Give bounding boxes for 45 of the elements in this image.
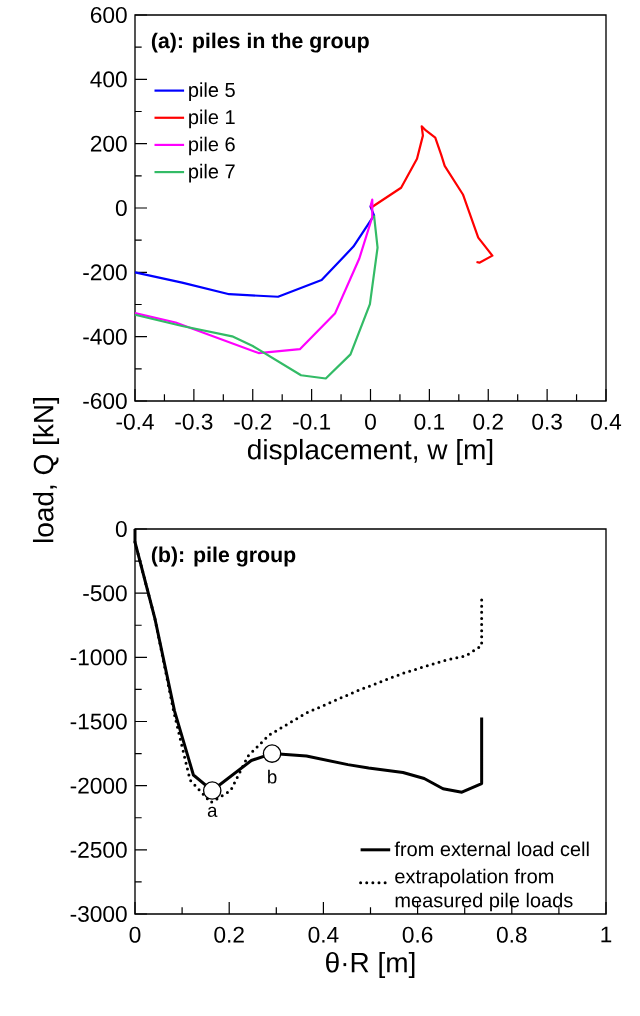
y-tick-label: -2500 [70, 841, 127, 858]
x-axis-title: displacement, w [m] [247, 438, 493, 466]
y-tick-label: 400 [90, 71, 127, 88]
x-tick-label: -0.2 [234, 413, 272, 430]
x-tick-label: 0 [365, 413, 376, 430]
annotation: a [207, 806, 218, 818]
text: (b): pile group [151, 546, 296, 567]
line-series [133, 198, 374, 355]
x-tick-label: 1 [601, 926, 612, 943]
y-tick-label: 0 [115, 199, 127, 217]
y-tick-label: -3000 [70, 905, 127, 923]
legend-label: pile 7 [189, 163, 235, 183]
legend-label: pile 5 [189, 82, 235, 101]
y-tick-label: 200 [90, 135, 127, 152]
y-tick-label: -500 [83, 585, 127, 602]
line-series [133, 214, 379, 380]
legend-label: pile 6 [189, 136, 235, 156]
annotation: b [268, 769, 277, 784]
y-tick-label: -2000 [70, 777, 127, 794]
y-tick-label: -400 [83, 328, 127, 345]
x-tick-label: 0.2 [214, 926, 244, 943]
text: (a): piles in the group [151, 32, 369, 53]
legend-label: extrapolation from measured pile loads [395, 868, 573, 912]
x-tick-label: 0.4 [591, 413, 622, 430]
x-axis-title: θ·R [m] [326, 951, 415, 979]
x-tick-label: 0.4 [308, 926, 339, 943]
legend-label: pile 1 [189, 109, 235, 129]
y-tick-label: -600 [83, 392, 127, 410]
line-series [369, 125, 494, 264]
x-tick-label: 0.8 [496, 926, 527, 943]
x-tick-label: -0.4 [116, 413, 154, 430]
x-tick-label: 0.1 [414, 413, 445, 430]
y-tick-label: -1000 [70, 649, 127, 666]
x-tick-label: 0 [129, 926, 141, 943]
y-tick-label: 600 [90, 6, 127, 24]
x-tick-label: -0.3 [175, 413, 213, 430]
x-tick-label: 0.2 [473, 413, 503, 430]
legend-label: from external load cell [394, 841, 589, 857]
y-axis-title: load, Q [kN] [32, 398, 60, 543]
y-tick-label: -200 [83, 264, 127, 281]
x-tick-label: -0.1 [293, 413, 331, 430]
x-tick-label: 0.3 [532, 413, 562, 430]
x-tick-label: 0.6 [402, 926, 433, 943]
y-tick-label: -1500 [70, 713, 127, 730]
y-tick-label: 0 [115, 520, 127, 538]
